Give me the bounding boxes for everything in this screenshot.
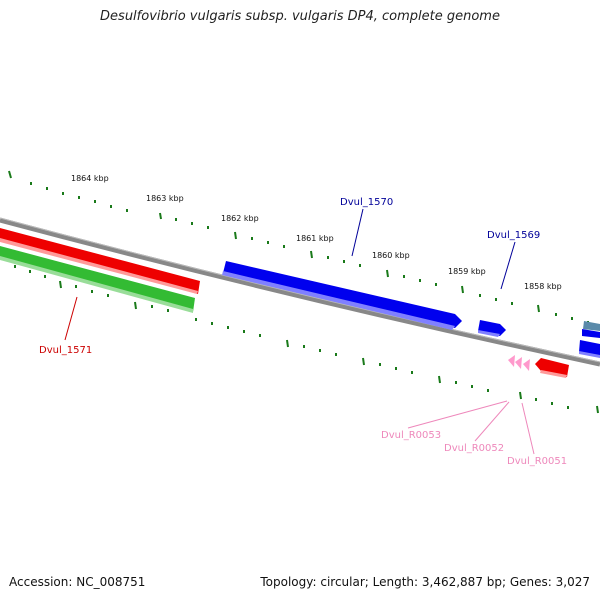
genome-backbone: [0, 217, 600, 367]
tick-label-1860: 1860 kbp: [372, 251, 410, 260]
gene-green-feature[interactable]: [0, 246, 195, 313]
inner-ruler: [14, 265, 599, 414]
tick-label-1862: 1862 kbp: [221, 214, 259, 223]
gene-label-dvul-r0051[interactable]: Dvul_R0051: [507, 456, 567, 467]
tick-label-1863: 1863 kbp: [146, 194, 184, 203]
genome-stats-text: Topology: circular; Length: 3,462,887 bp…: [260, 575, 590, 589]
gene-right-edge-blue[interactable]: [579, 321, 600, 358]
label-leaders: [64, 208, 535, 455]
gene-label-dvul-1569[interactable]: Dvul_1569: [487, 230, 540, 241]
tick-label-1861: 1861 kbp: [296, 234, 334, 243]
gene-label-dvul-r0053[interactable]: Dvul_R0053: [381, 430, 441, 441]
tick-label-1864: 1864 kbp: [71, 174, 109, 183]
accession-text: Accession: NC_008751: [9, 575, 146, 589]
tick-label-1859: 1859 kbp: [448, 267, 486, 276]
gene-label-dvul-r0052[interactable]: Dvul_R0052: [444, 443, 504, 454]
gene-label-dvul-1571[interactable]: Dvul_1571: [39, 345, 92, 356]
gene-dvul-1570[interactable]: [222, 261, 462, 330]
gene-dvul-1571[interactable]: [0, 228, 200, 294]
map-title: Desulfovibrio vulgaris subsp. vulgaris D…: [100, 9, 500, 24]
outer-ruler: [8, 170, 589, 324]
gene-label-dvul-1570[interactable]: Dvul_1570: [340, 197, 393, 208]
tick-label-1858: 1858 kbp: [524, 282, 562, 291]
gene-red-right[interactable]: [535, 358, 569, 378]
genome-backbone-highlight: [0, 217, 600, 363]
rna-features[interactable]: [508, 355, 530, 371]
gene-dvul-1569[interactable]: [478, 320, 506, 337]
